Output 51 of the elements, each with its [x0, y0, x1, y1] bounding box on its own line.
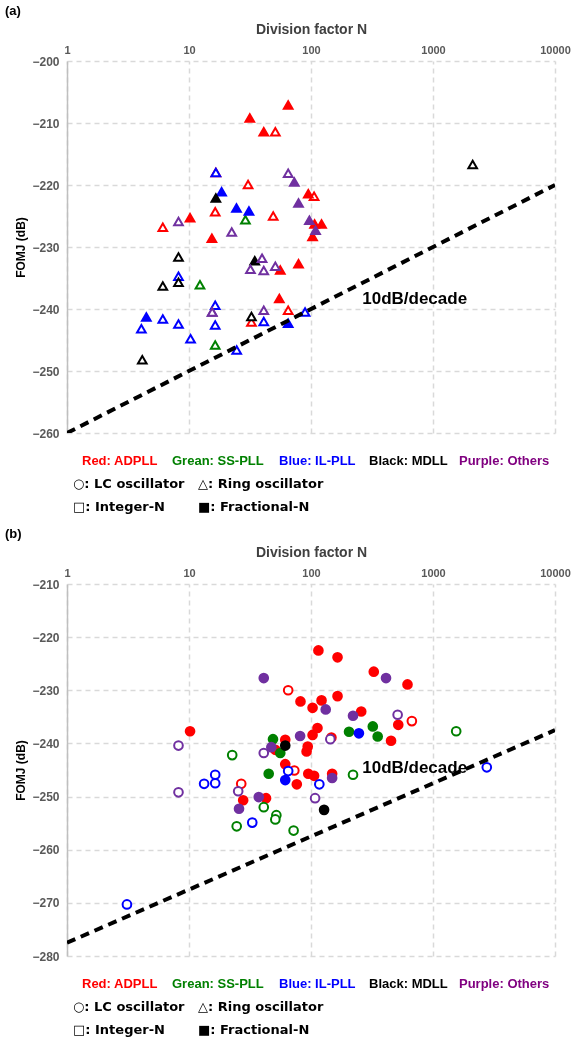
- text: Blue: IL-PLL: [279, 976, 356, 991]
- y-tick-label: −280: [32, 949, 60, 964]
- x-tick-label: 10000: [540, 566, 571, 579]
- x-tick-label: 1000: [421, 566, 446, 579]
- text: □: Integer-N: [73, 1022, 165, 1037]
- text: Red: ADPLL: [82, 976, 158, 991]
- x-axis-title: Division factor N: [255, 543, 368, 560]
- text: ■: Fractional-N: [198, 1022, 310, 1037]
- y-tick-label: −240: [32, 302, 60, 317]
- chart-title: (a): [5, 3, 21, 18]
- x-tick-label: 100: [302, 566, 321, 579]
- text: Red: ADPLL: [82, 453, 158, 468]
- x-tick-label: 1: [64, 566, 71, 579]
- text: Black: MDLL: [369, 976, 448, 991]
- text: ○: LC oscillator: [73, 476, 186, 491]
- text: Grean: SS-PLL: [172, 976, 264, 991]
- y-axis-title: FOMJ (dB): [14, 740, 29, 801]
- text: Black: MDLL: [369, 453, 448, 468]
- text: Purple: Others: [459, 976, 550, 991]
- y-tick-label: −270: [32, 896, 60, 911]
- x-tick-label: 1: [64, 43, 71, 56]
- annotation: 10dB/decade: [362, 289, 468, 309]
- y-axis-title: FOMJ (dB): [14, 217, 29, 278]
- text: Grean: SS-PLL: [172, 453, 264, 468]
- y-tick-label: −200: [32, 54, 60, 69]
- text: ■: Fractional-N: [198, 499, 310, 514]
- x-tick-label: 10000: [540, 43, 571, 56]
- y-tick-label: −220: [32, 178, 60, 193]
- y-tick-label: −220: [32, 630, 60, 645]
- y-tick-label: −250: [32, 790, 60, 805]
- x-tick-label: 10: [183, 566, 196, 579]
- x-axis-title: Division factor N: [255, 20, 368, 37]
- text: Purple: Others: [459, 453, 550, 468]
- text: □: Integer-N: [73, 499, 165, 514]
- y-tick-label: −230: [32, 240, 60, 255]
- annotation: 10dB/decade: [362, 758, 468, 778]
- y-tick-label: −230: [32, 683, 60, 698]
- text: ○: LC oscillator: [73, 999, 186, 1014]
- y-tick-label: −260: [32, 843, 60, 858]
- y-tick-label: −240: [32, 736, 60, 751]
- y-tick-label: −210: [32, 577, 60, 592]
- chart-title: (b): [5, 526, 22, 541]
- text: △: Ring oscillator: [198, 476, 324, 491]
- x-tick-label: 100: [302, 43, 321, 56]
- text: △: Ring oscillator: [198, 999, 324, 1014]
- y-tick-label: −250: [32, 364, 60, 379]
- x-tick-label: 1000: [421, 43, 446, 56]
- text: Blue: IL-PLL: [279, 453, 356, 468]
- y-tick-label: −260: [32, 426, 60, 441]
- x-tick-label: 10: [183, 43, 196, 56]
- y-tick-label: −210: [32, 116, 60, 131]
